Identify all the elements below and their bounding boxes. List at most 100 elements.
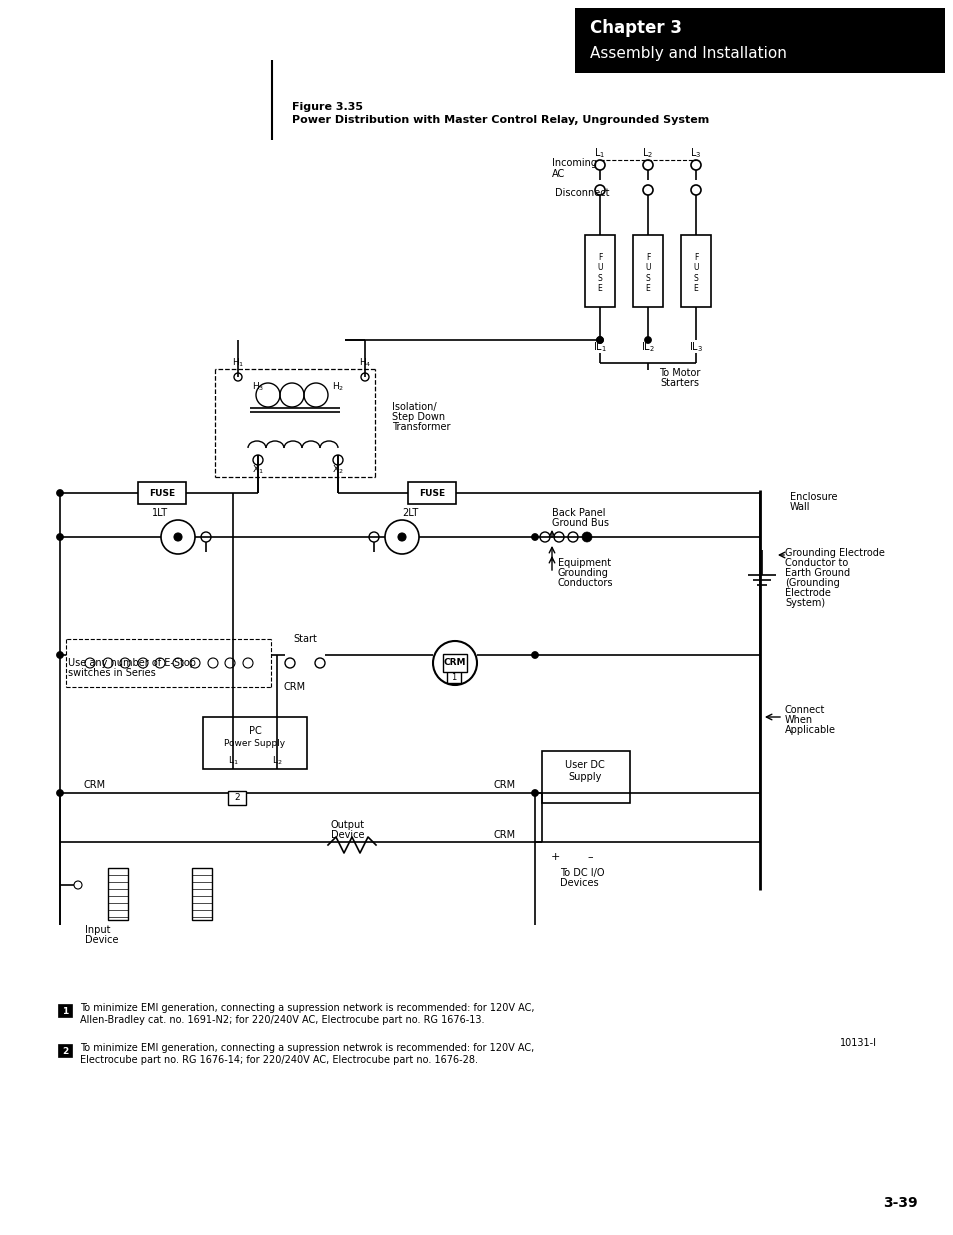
Text: 1LT: 1LT bbox=[152, 508, 168, 517]
Text: Conductor to: Conductor to bbox=[784, 558, 847, 568]
Text: Transformer: Transformer bbox=[392, 422, 450, 432]
Circle shape bbox=[531, 652, 537, 658]
Text: Power Supply: Power Supply bbox=[224, 739, 285, 747]
Text: Back Panel: Back Panel bbox=[552, 508, 605, 517]
Text: AC: AC bbox=[552, 169, 565, 179]
Text: Ground Bus: Ground Bus bbox=[552, 517, 608, 529]
Bar bbox=[442, 655, 467, 672]
Text: F
U
S
E: F U S E bbox=[693, 253, 698, 293]
Text: H$_1$: H$_1$ bbox=[232, 357, 244, 369]
Text: Assembly and Installation: Assembly and Installation bbox=[589, 46, 786, 61]
Text: H$_2$: H$_2$ bbox=[332, 380, 344, 393]
Text: 2LT: 2LT bbox=[401, 508, 417, 517]
Text: Isolation/: Isolation/ bbox=[392, 403, 436, 412]
Text: System): System) bbox=[784, 598, 824, 608]
Text: FUSE: FUSE bbox=[149, 489, 175, 498]
Text: To DC I/O: To DC I/O bbox=[559, 868, 604, 878]
Text: 3-39: 3-39 bbox=[882, 1195, 917, 1210]
Circle shape bbox=[173, 534, 182, 541]
Text: 10131-I: 10131-I bbox=[839, 1037, 876, 1049]
Bar bbox=[680, 235, 710, 308]
Text: Grounding Electrode: Grounding Electrode bbox=[784, 548, 884, 558]
Text: Step Down: Step Down bbox=[392, 412, 445, 422]
Text: X$_1$: X$_1$ bbox=[252, 464, 264, 477]
Text: Device: Device bbox=[331, 830, 364, 840]
Text: +: + bbox=[550, 852, 559, 862]
Text: Conductors: Conductors bbox=[558, 578, 613, 588]
Bar bbox=[447, 671, 460, 683]
Text: –: – bbox=[587, 852, 592, 862]
Text: Incoming: Incoming bbox=[552, 158, 597, 168]
Text: 2: 2 bbox=[233, 794, 239, 803]
Circle shape bbox=[531, 534, 537, 541]
Text: L$_1$: L$_1$ bbox=[594, 146, 605, 159]
Text: L$_2$: L$_2$ bbox=[641, 146, 653, 159]
Text: L$_2$: L$_2$ bbox=[272, 755, 282, 767]
Text: Output: Output bbox=[331, 820, 365, 830]
Text: Device: Device bbox=[85, 935, 118, 945]
Text: H$_4$: H$_4$ bbox=[358, 357, 371, 369]
Text: Chapter 3: Chapter 3 bbox=[589, 19, 681, 37]
Text: CRM: CRM bbox=[494, 830, 516, 840]
Text: Devices: Devices bbox=[559, 878, 598, 888]
Text: Disconnect: Disconnect bbox=[555, 188, 609, 198]
Text: When: When bbox=[784, 715, 812, 725]
Text: Grounding: Grounding bbox=[558, 568, 608, 578]
Text: Start: Start bbox=[293, 634, 316, 643]
Text: IL$_1$: IL$_1$ bbox=[593, 340, 606, 354]
Text: Applicable: Applicable bbox=[784, 725, 835, 735]
Text: IL$_3$: IL$_3$ bbox=[688, 340, 702, 354]
Text: X$_2$: X$_2$ bbox=[332, 464, 343, 477]
Text: F
U
S
E: F U S E bbox=[644, 253, 650, 293]
Text: Connect: Connect bbox=[784, 705, 824, 715]
Text: Enclosure: Enclosure bbox=[789, 492, 837, 501]
Bar bbox=[575, 7, 944, 73]
Text: Wall: Wall bbox=[789, 501, 810, 513]
Text: Input: Input bbox=[85, 925, 111, 935]
Text: 2: 2 bbox=[62, 1046, 68, 1056]
Bar bbox=[192, 868, 212, 920]
Text: To minimize EMI generation, connecting a supression netwrok is recommended: for : To minimize EMI generation, connecting a… bbox=[80, 1044, 534, 1053]
Text: 1: 1 bbox=[451, 673, 456, 682]
Bar bbox=[408, 482, 456, 504]
Text: Use any number of E-Stop: Use any number of E-Stop bbox=[68, 658, 195, 668]
Text: Electrode: Electrode bbox=[784, 588, 830, 598]
Bar bbox=[541, 751, 629, 803]
Circle shape bbox=[56, 534, 64, 541]
Text: PC: PC bbox=[249, 726, 261, 736]
Text: CRM: CRM bbox=[494, 781, 516, 790]
Text: To Motor: To Motor bbox=[659, 368, 700, 378]
Bar bbox=[633, 235, 662, 308]
Text: (Grounding: (Grounding bbox=[784, 578, 839, 588]
Text: Figure 3.35: Figure 3.35 bbox=[292, 103, 363, 112]
Text: L$_3$: L$_3$ bbox=[690, 146, 700, 159]
Text: Equipment: Equipment bbox=[558, 558, 611, 568]
Bar bbox=[108, 868, 128, 920]
Text: L$_1$: L$_1$ bbox=[228, 755, 238, 767]
Circle shape bbox=[596, 336, 603, 343]
Bar bbox=[138, 482, 186, 504]
Bar bbox=[58, 1004, 71, 1016]
Bar bbox=[584, 235, 615, 308]
Circle shape bbox=[581, 532, 592, 542]
Text: F
U
S
E: F U S E bbox=[597, 253, 602, 293]
Circle shape bbox=[531, 789, 537, 797]
Text: User DC: User DC bbox=[564, 760, 604, 769]
Circle shape bbox=[644, 336, 651, 343]
Text: CRM: CRM bbox=[84, 781, 106, 790]
Circle shape bbox=[56, 652, 64, 658]
Circle shape bbox=[56, 489, 64, 496]
Text: IL$_2$: IL$_2$ bbox=[640, 340, 655, 354]
Text: Starters: Starters bbox=[659, 378, 699, 388]
Text: 1: 1 bbox=[62, 1007, 68, 1015]
Bar bbox=[58, 1044, 71, 1057]
Circle shape bbox=[56, 789, 64, 797]
Circle shape bbox=[397, 534, 406, 541]
Text: Earth Ground: Earth Ground bbox=[784, 568, 849, 578]
Circle shape bbox=[596, 336, 603, 343]
Text: H$_3$: H$_3$ bbox=[252, 380, 264, 393]
Bar bbox=[203, 718, 307, 769]
Text: switches in Series: switches in Series bbox=[68, 668, 155, 678]
Text: Power Distribution with Master Control Relay, Ungrounded System: Power Distribution with Master Control R… bbox=[292, 115, 708, 125]
Text: CRM: CRM bbox=[443, 657, 466, 667]
